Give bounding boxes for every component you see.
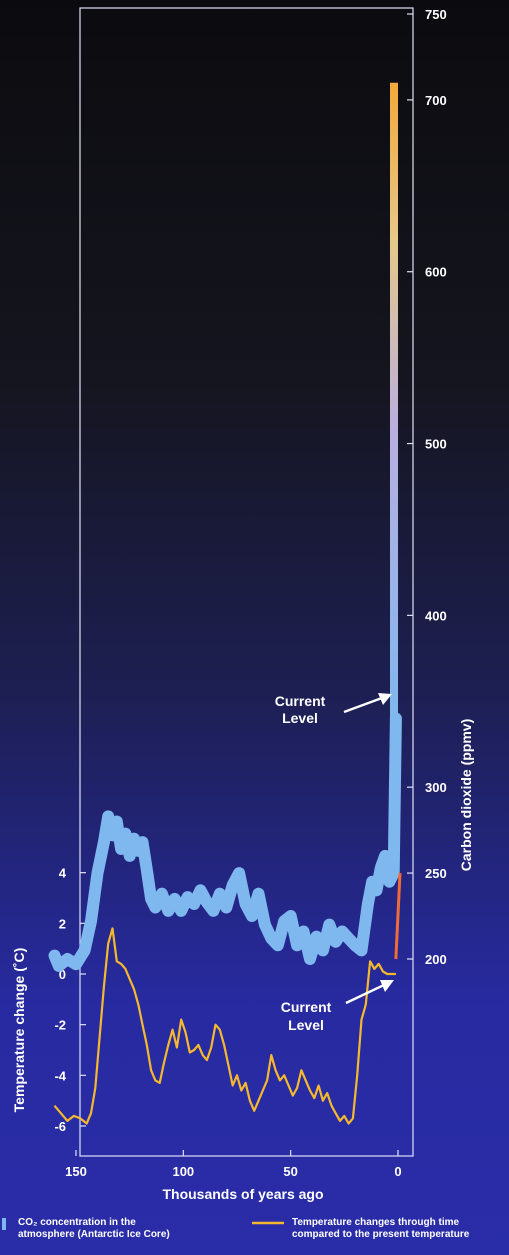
left-tick-label: -2 [54, 1018, 66, 1033]
right-tick-label: 700 [425, 93, 447, 108]
right-tick-label: 500 [425, 437, 447, 452]
temperature-series-line [53, 927, 396, 1125]
legend: CO₂ concentration in the atmosphere (Ant… [2, 1217, 470, 1240]
legend-co2-label-line2: atmosphere (Antarctic Ice Core) [18, 1229, 170, 1240]
x-tick-label: 150 [65, 1164, 87, 1179]
right-tick-label: 600 [425, 265, 447, 280]
right-tick-label: 250 [425, 866, 447, 881]
left-tick-label: 4 [59, 866, 67, 881]
legend-co2-swatch [2, 1218, 6, 1230]
right-axis-ticks: 750 700 600 500 400 300 250 200 [407, 7, 447, 967]
plot-frame [79, 7, 414, 1157]
x-axis-ticks: 150 100 50 0 [65, 1150, 402, 1179]
left-tick-label: -4 [54, 1068, 66, 1083]
legend-temperature-label-line1: Temperature changes through time [292, 1217, 460, 1228]
right-tick-label: 750 [425, 7, 447, 22]
x-tick-label: 0 [394, 1164, 401, 1179]
temperature-current-level-annotation: Current Level [281, 980, 394, 1033]
right-tick-label: 400 [425, 608, 447, 623]
temp-annotation-line2: Level [288, 1017, 324, 1033]
temp-annotation-arrow [345, 983, 385, 1005]
x-axis-title: Thousands of years ago [162, 1186, 323, 1202]
legend-temperature-label-line2: compared to the present temperature [292, 1229, 470, 1240]
co2-annotation-arrowhead [378, 693, 392, 705]
right-tick-label: 300 [425, 780, 447, 795]
left-axis-title: Temperature change (˚C) [11, 948, 27, 1113]
right-tick-label: 200 [425, 952, 447, 967]
co2-future-rise-bar [390, 82, 398, 719]
co2-annotation-line1: Current [275, 693, 326, 709]
right-axis-title: Carbon dioxide (ppmv) [458, 719, 474, 871]
left-axis-ticks: 4 2 0 -2 -4 -6 [54, 866, 86, 1134]
legend-co2-label-line1: CO₂ concentration in the [18, 1217, 136, 1228]
left-tick-label: 2 [59, 916, 66, 931]
co2-current-level-annotation: Current Level [275, 693, 392, 726]
co2-annotation-line2: Level [282, 710, 318, 726]
left-tick-label: -6 [54, 1119, 66, 1134]
x-tick-label: 50 [283, 1164, 297, 1179]
left-tick-label: 0 [59, 967, 66, 982]
co2-recent-segment [394, 873, 402, 960]
co2-annotation-arrow [343, 696, 383, 714]
temp-annotation-line1: Current [281, 999, 332, 1015]
temp-annotation-arrowhead [380, 980, 394, 992]
x-tick-label: 100 [172, 1164, 194, 1179]
co2-series-band [48, 712, 402, 972]
